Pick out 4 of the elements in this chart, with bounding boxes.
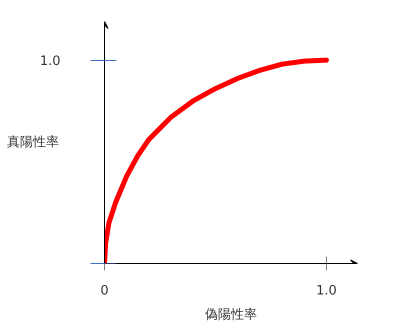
x-axis-title: 偽陽性率: [205, 306, 257, 322]
x-tick-label: 0: [100, 284, 109, 298]
y-axis-title: 真陽性率: [6, 134, 59, 150]
text: 1.0: [40, 54, 61, 70]
